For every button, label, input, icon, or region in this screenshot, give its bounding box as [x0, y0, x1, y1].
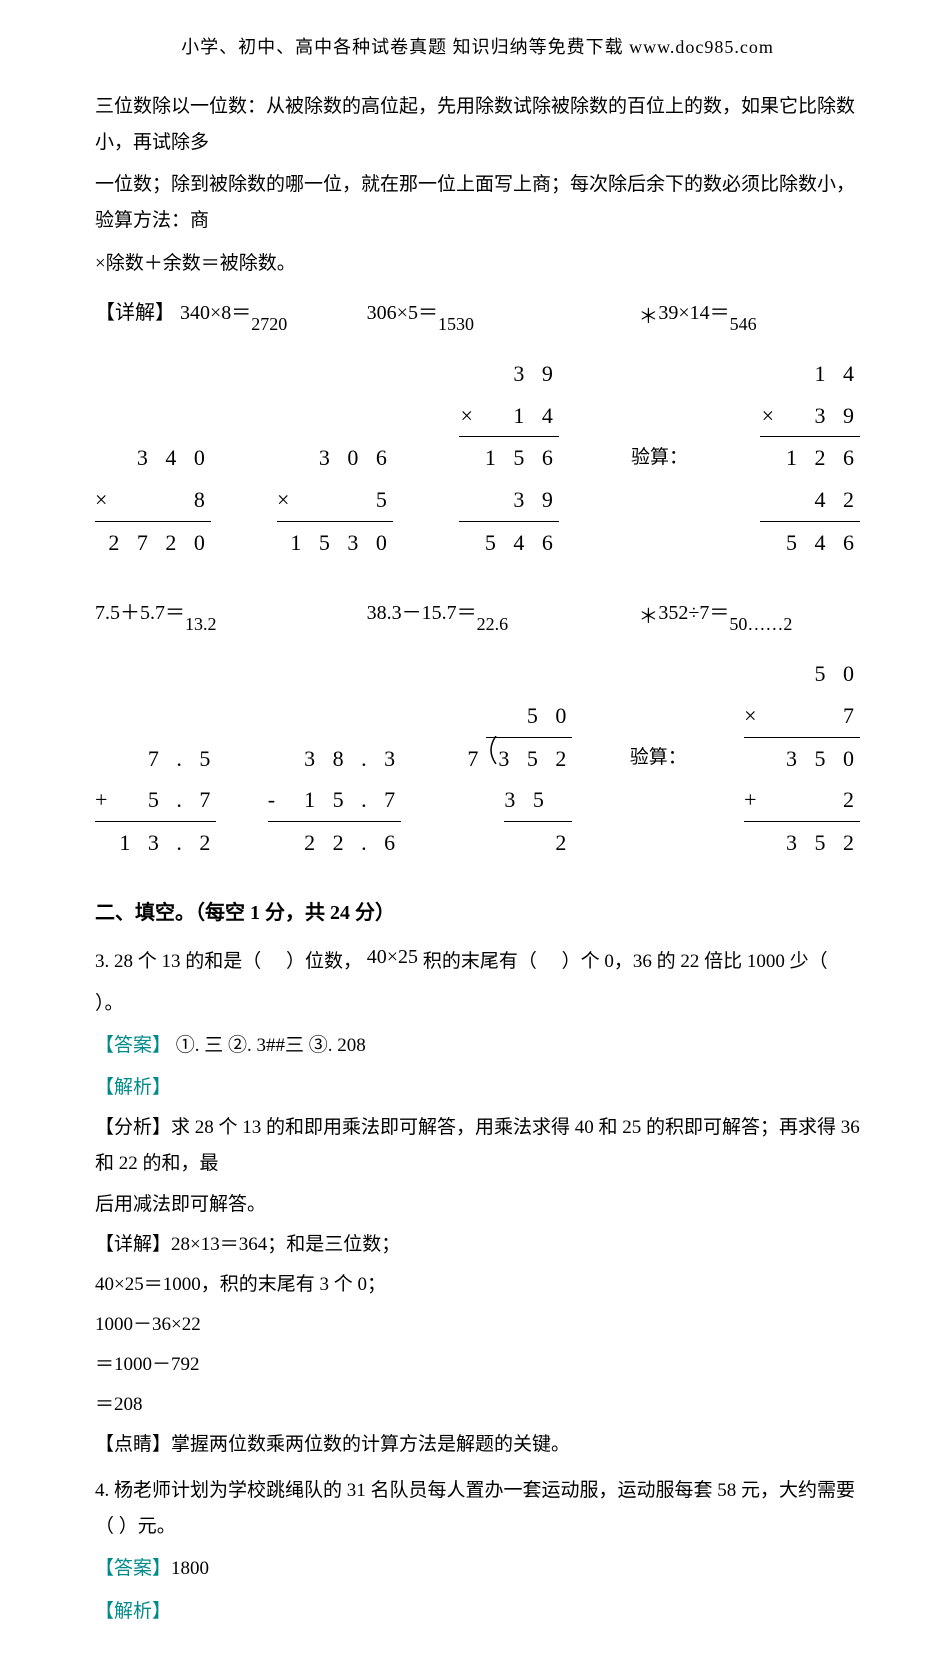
star-icon-2: ＊: [638, 606, 658, 628]
v1c-r1: 3 9: [459, 353, 559, 395]
vcalc-1d: 1 4 × 3 9 1 2 6 4 2 5 4 6: [760, 353, 860, 564]
calc-1b: 306×5＝: [367, 302, 438, 324]
q4-ans: 1800: [171, 1558, 209, 1579]
calc-prefix: 【详解】 340×8＝2720: [95, 294, 317, 335]
calc-2a-ans: 13.2: [185, 614, 217, 634]
v2b-r1: 3 8 . 3: [268, 738, 401, 780]
intro-line-2: 一位数；除到被除数的哪一位，就在那一位上面写上商；每次除后余下的数必须比除数小，…: [95, 167, 860, 239]
vertical-row-1: 3 4 0 × 8 2 7 2 0 3 0 6 × 5 1 5 3 0 3 9 …: [95, 353, 860, 564]
v2a-r2: + 5 . 7: [95, 779, 216, 822]
star-icon: ＊: [638, 306, 658, 328]
v1d-r1: 1 4: [760, 353, 860, 395]
intro-block: 三位数除以一位数：从被除数的高位起，先用除数试除被除数的百位上的数，如果它比除数…: [95, 89, 860, 281]
v1d-r5: 5 4 6: [760, 522, 860, 564]
ldiv-dividend: 3 5 2: [498, 738, 572, 780]
v1b-r1: 3 0 6: [277, 437, 393, 479]
calc-row-2: 7.5＋5.7＝13.2 38.3－15.7＝22.6 ＊352÷7＝50……2: [95, 594, 860, 635]
q3-detail-4: ＝1000－792: [95, 1347, 860, 1383]
v1a-r1: 3 4 0: [95, 437, 211, 479]
q3-math: 40×25: [367, 938, 418, 976]
calc-2b: 38.3－15.7＝: [367, 602, 477, 624]
vcalc-2a: 7 . 5 + 5 . 7 1 3 . 2: [95, 738, 216, 864]
q3-p1b: ）位数，: [286, 951, 362, 972]
v2b-r2: - 1 5 . 7: [268, 779, 401, 822]
q3-p2: ）。: [95, 986, 860, 1022]
v1c-r5: 5 4 6: [459, 522, 559, 564]
long-division: 7 5 0 7 3 5 2 3 5 2: [452, 695, 572, 864]
vcalc-2b: 3 8 . 3 - 1 5 . 7 2 2 . 6: [268, 738, 401, 864]
verify-label-2: 验算：: [624, 740, 693, 776]
v1b-r3: 1 5 3 0: [277, 522, 393, 564]
q4-ans-label: 【答案】: [95, 1558, 171, 1579]
vcalc-1b: 3 0 6 × 5 1 5 3 0: [277, 437, 393, 563]
vcalc-1a: 3 4 0 × 8 2 7 2 0: [95, 437, 211, 563]
v2d-r3: 3 5 0: [744, 738, 860, 780]
q3-detail-5: ＝208: [95, 1387, 860, 1423]
q4-answer-line: 【答案】1800: [95, 1551, 860, 1587]
v1b-r2: × 5: [277, 479, 393, 522]
calc-2c-wrap: ＊352÷7＝50……2: [638, 594, 860, 635]
calc-1a: 340×8＝: [180, 302, 251, 324]
calc-1c: 39×14＝: [658, 302, 729, 324]
ldiv-quotient: 5 0: [486, 695, 572, 738]
q3-p1a: 3. 28 个 13 的和是（: [95, 951, 261, 972]
calc-2c-ans: 50……2: [729, 614, 792, 634]
q3-p1d: ）个 0，36 的 22 倍比 1000 少（: [562, 951, 828, 972]
q3-detail-3: 1000－36×22: [95, 1307, 860, 1343]
verify-label-1: 验算：: [625, 440, 694, 476]
q3-p1c: 积的末尾有（: [423, 951, 537, 972]
q3-ans-label: 【答案】: [95, 1035, 171, 1056]
v1c-r4: 3 9: [459, 479, 559, 522]
v2a-r3: 1 3 . 2: [95, 822, 216, 864]
long-division-icon: [484, 736, 498, 764]
v1c-r2: × 1 4: [459, 395, 559, 438]
section-2-title: 二、填空。（每空 1 分，共 24 分）: [95, 894, 860, 932]
calc-2b-wrap: 38.3－15.7＝22.6: [367, 594, 589, 635]
v2a-r1: 7 . 5: [95, 738, 216, 780]
v2d-r5: 3 5 2: [744, 822, 860, 864]
calc-row-1: 【详解】 340×8＝2720 306×5＝1530 ＊39×14＝546: [95, 294, 860, 335]
intro-line-3: ×除数＋余数＝被除数。: [95, 246, 860, 282]
q4-analysis-label: 【解析】: [95, 1594, 860, 1630]
q3-analysis-label: 【解析】: [95, 1070, 860, 1106]
q4-text: 4. 杨老师计划为学校跳绳队的 31 名队员每人置办一套运动服，运动服每套 58…: [95, 1473, 860, 1545]
vertical-row-2: 7 . 5 + 5 . 7 1 3 . 2 3 8 . 3 - 1 5 . 7 …: [95, 653, 860, 864]
v2b-r3: 2 2 . 6: [268, 822, 401, 864]
ldiv-remainder: 2: [498, 822, 572, 864]
calc-1c-ans: 546: [730, 314, 757, 334]
q3-analysis-1: 【分析】求 28 个 13 的和即用乘法即可解答，用乘法求得 40 和 25 的…: [95, 1110, 860, 1182]
v1d-r3: 1 2 6: [760, 437, 860, 479]
v1d-r4: 4 2: [760, 479, 860, 522]
calc-1c-wrap: ＊39×14＝546: [638, 294, 860, 335]
intro-line-1: 三位数除以一位数：从被除数的高位起，先用除数试除被除数的百位上的数，如果它比除数…: [95, 89, 860, 161]
q3-detail-2: 40×25＝1000，积的末尾有 3 个 0；: [95, 1267, 860, 1303]
calc-2a-wrap: 7.5＋5.7＝13.2: [95, 594, 317, 635]
calc-2a: 7.5＋5.7＝: [95, 602, 185, 624]
v1d-r2: × 3 9: [760, 395, 860, 438]
v2d-r4: + 2: [744, 779, 860, 822]
calc-1a-ans: 2720: [251, 314, 287, 334]
calc-1b-ans: 1530: [438, 314, 474, 334]
ldiv-step1: 3 5: [504, 779, 572, 822]
vcalc-1c: 3 9 × 1 4 1 5 6 3 9 5 4 6: [459, 353, 559, 564]
v1c-r3: 1 5 6: [459, 437, 559, 479]
calc-2b-ans: 22.6: [477, 614, 509, 634]
v2d-r2: × 7: [744, 695, 860, 738]
v1a-r3: 2 7 2 0: [95, 522, 211, 564]
q3-detail-1: 【详解】28×13＝364；和是三位数；: [95, 1227, 860, 1263]
q3-text: 3. 28 个 13 的和是（ ）位数， 40×25 积的末尾有（ ）个 0，3…: [95, 942, 860, 980]
q3-analysis-2: 后用减法即可解答。: [95, 1187, 860, 1223]
detail-label: 【详解】: [95, 302, 175, 324]
vcalc-2d: 5 0 × 7 3 5 0 + 2 3 5 2: [744, 653, 860, 864]
q3-ans: ①. 三 ②. 3##三 ③. 208: [171, 1035, 366, 1056]
q3-point: 【点睛】掌握两位数乘两位数的计算方法是解题的关键。: [95, 1427, 860, 1463]
calc-1b-wrap: 306×5＝1530: [367, 294, 589, 335]
page-header: 小学、初中、高中各种试卷真题 知识归纳等免费下载 www.doc985.com: [95, 30, 860, 64]
q3-answer-line: 【答案】 ①. 三 ②. 3##三 ③. 208: [95, 1028, 860, 1064]
v2d-r1: 5 0: [744, 653, 860, 695]
v1a-r2: × 8: [95, 479, 211, 522]
calc-2c: 352÷7＝: [658, 602, 729, 624]
